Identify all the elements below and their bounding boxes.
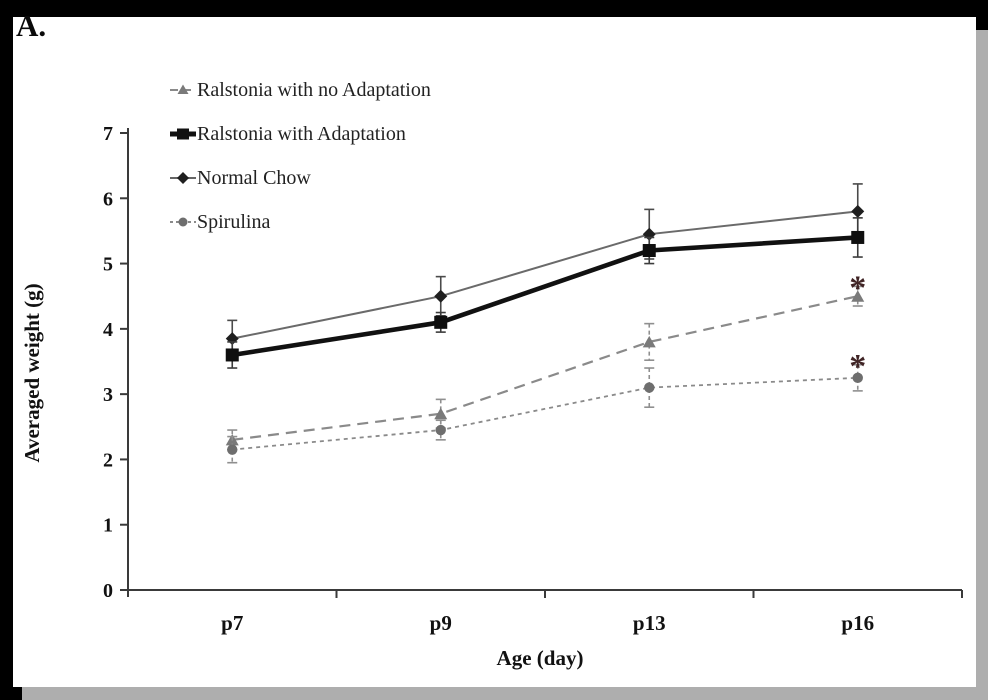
series-ralstonia-with-no-adaptation [225, 285, 865, 451]
y-tick-label: 0 [103, 580, 113, 602]
legend-label: Normal Chow [197, 166, 311, 189]
series-spirulina [227, 363, 863, 464]
x-axis-title: Age (day) [496, 646, 584, 670]
significance-asterisk: * [849, 269, 866, 306]
circle-marker [852, 372, 863, 384]
series-ralstonia-with-adaptation [225, 217, 865, 369]
legend-label: Ralstonia with no Adaptation [197, 78, 431, 101]
triangle-dashed-line-icon [170, 84, 196, 94]
series-line [232, 210, 858, 340]
circle-marker [435, 424, 446, 436]
y-tick-label: 1 [103, 515, 113, 537]
scan-edge-bottom [22, 687, 988, 700]
legend-item-ralstonia-no-adaptation: Ralstonia with no Adaptation [170, 68, 431, 112]
x-category-label: p7 [221, 611, 243, 635]
y-tick-label: 7 [103, 123, 113, 145]
square-marker [642, 244, 656, 258]
y-tick-label: 2 [103, 449, 113, 471]
x-category-label: p13 [633, 611, 666, 635]
triangle-marker [642, 335, 656, 348]
triangle-marker [851, 290, 865, 302]
legend-item-normal-chow: Normal Chow [170, 156, 431, 200]
legend-label: Ralstonia with Adaptation [197, 122, 406, 145]
square-solid-line-icon [170, 128, 196, 140]
panel-label: A. [16, 8, 47, 43]
scan-edge-right [976, 30, 988, 700]
circle-dotted-line-icon [170, 217, 196, 227]
y-axis-title: Averaged weight (g) [20, 283, 44, 463]
series-line [231, 235, 858, 358]
square-marker [225, 348, 239, 362]
y-tick-label: 3 [103, 384, 113, 406]
x-category-label: p9 [430, 611, 452, 635]
legend: Ralstonia with no Adaptation Ralstonia w… [170, 68, 431, 244]
y-tick-label: 5 [103, 254, 113, 276]
figure-panel [13, 17, 976, 687]
legend-item-spirulina: Spirulina [170, 200, 431, 244]
x-category-label: p16 [841, 611, 874, 635]
square-marker [851, 230, 865, 244]
diamond-solid-line-icon [170, 172, 196, 184]
diamond-marker [851, 204, 865, 218]
series-line [232, 376, 858, 451]
y-tick-label: 4 [103, 319, 113, 341]
legend-item-ralstonia-adaptation: Ralstonia with Adaptation [170, 112, 431, 156]
diamond-marker [434, 289, 448, 303]
triangle-marker [434, 407, 448, 420]
square-marker [434, 315, 448, 329]
circle-marker [644, 382, 655, 393]
significance-asterisk: * [849, 348, 866, 385]
series-line [232, 295, 858, 441]
legend-label: Spirulina [197, 210, 271, 233]
y-tick-label: 6 [103, 188, 113, 210]
circle-marker [227, 444, 238, 455]
